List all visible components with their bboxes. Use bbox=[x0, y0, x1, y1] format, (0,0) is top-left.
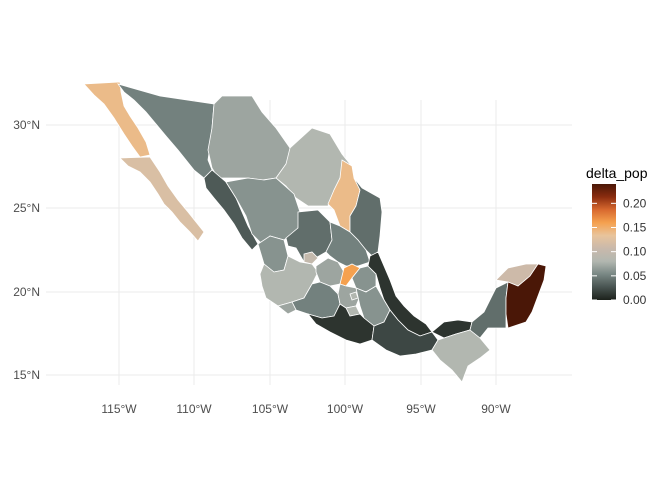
state-tamaulipas bbox=[349, 177, 383, 257]
state-baja-california bbox=[83, 81, 151, 158]
legend-label: 0.05 bbox=[623, 269, 647, 283]
x-tick-label: 115°W bbox=[101, 402, 137, 416]
state-nayarit bbox=[257, 235, 289, 273]
legend-colorbar bbox=[592, 184, 616, 300]
state-baja-california-sur bbox=[119, 156, 205, 242]
x-axis-ticks: 115°W 110°W 105°W 100°W 95°W 90°W bbox=[101, 402, 511, 416]
y-tick-label: 30°N bbox=[13, 118, 40, 132]
y-tick-label: 25°N bbox=[13, 201, 40, 215]
legend-title: delta_pop bbox=[586, 165, 648, 181]
legend-label: 0.20 bbox=[623, 196, 647, 210]
state-quintana-roo bbox=[505, 263, 547, 329]
state-guerrero bbox=[306, 303, 375, 345]
state-san-luis-potosi bbox=[325, 221, 371, 267]
x-tick-label: 100°W bbox=[327, 402, 364, 416]
state-oaxaca bbox=[371, 309, 439, 357]
legend: delta_pop 0.20 0.15 0.10 0.05 0.00 bbox=[586, 165, 648, 307]
x-tick-label: 95°W bbox=[406, 402, 436, 416]
x-tick-label: 105°W bbox=[252, 402, 289, 416]
y-axis-ticks: 30°N 25°N 20°N 15°N bbox=[13, 118, 40, 382]
x-tick-label: 90°W bbox=[481, 402, 511, 416]
legend-label: 0.15 bbox=[623, 221, 647, 235]
state-colima bbox=[277, 301, 297, 315]
legend-label: 0.00 bbox=[623, 293, 647, 307]
x-tick-label: 110°W bbox=[176, 402, 212, 416]
legend-ticks bbox=[592, 202, 616, 301]
y-tick-label: 15°N bbox=[13, 368, 40, 382]
state-campeche bbox=[469, 281, 509, 339]
y-tick-label: 20°N bbox=[13, 285, 40, 299]
states bbox=[83, 81, 547, 383]
legend-label: 0.10 bbox=[623, 245, 647, 259]
state-chiapas bbox=[431, 329, 491, 383]
state-aguascalientes bbox=[303, 251, 319, 265]
